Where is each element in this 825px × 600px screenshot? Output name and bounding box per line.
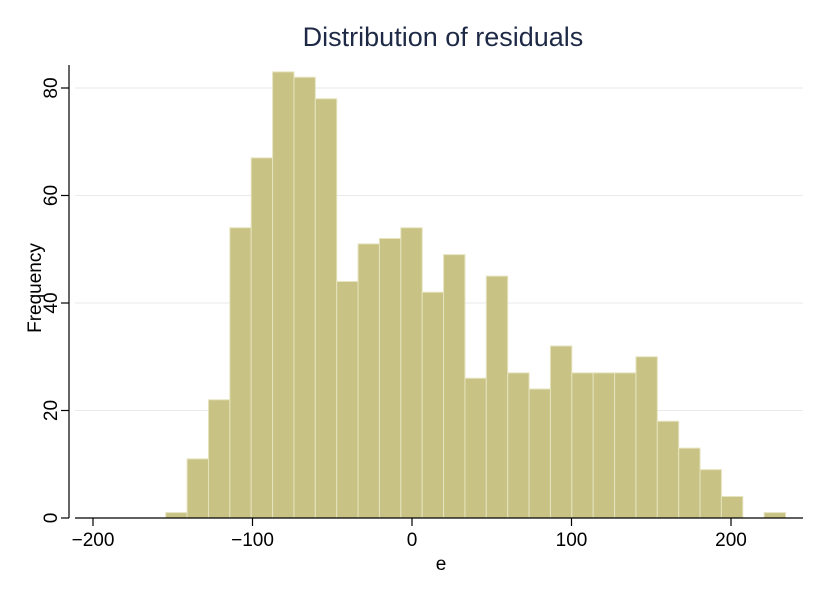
histogram-bar xyxy=(571,372,594,519)
y-tick-label: 40 xyxy=(41,292,62,313)
histogram-bar xyxy=(165,512,188,519)
x-tick-label: 200 xyxy=(715,530,747,551)
histogram-bar xyxy=(699,469,722,519)
histogram-bar xyxy=(635,356,658,519)
y-tick-label: 80 xyxy=(41,77,62,98)
histogram-bar xyxy=(592,372,616,519)
x-axis-ticks: −200 −100 0 100 200 xyxy=(72,518,747,551)
histogram-bar xyxy=(678,447,701,519)
histogram-bar xyxy=(421,291,445,519)
histogram-bar xyxy=(207,399,231,519)
histogram-bar xyxy=(614,372,637,519)
x-tick-label: −200 xyxy=(72,530,115,551)
histogram-bar xyxy=(250,157,274,519)
histogram-bar xyxy=(443,254,466,519)
histogram-bar xyxy=(763,512,787,519)
y-tick-label: 60 xyxy=(41,185,62,206)
histogram-bar xyxy=(528,388,551,519)
histogram-bar xyxy=(507,372,530,519)
histogram-bar xyxy=(357,243,380,519)
histogram-bar xyxy=(314,98,338,519)
histogram-bar xyxy=(378,238,402,519)
x-axis-label: e xyxy=(436,554,447,575)
histogram-bar xyxy=(464,377,487,519)
histogram-bar xyxy=(400,227,423,519)
y-axis-label: Frequency xyxy=(25,243,46,333)
x-tick-label: 0 xyxy=(407,530,418,551)
y-axis-ticks: 0 20 40 60 80 xyxy=(41,77,69,523)
chart-title: Distribution of residuals xyxy=(303,22,584,52)
histogram-bar xyxy=(229,227,252,519)
y-tick-label: 20 xyxy=(41,400,62,421)
histogram-bar xyxy=(656,420,680,519)
x-tick-label: 100 xyxy=(556,530,588,551)
axes xyxy=(68,65,803,519)
histogram-bar xyxy=(272,71,295,519)
histogram-bar xyxy=(186,458,209,519)
histogram-bar xyxy=(485,275,509,519)
histogram-bars xyxy=(165,71,787,519)
histogram-bar xyxy=(549,345,573,519)
x-tick-label: −100 xyxy=(231,530,274,551)
histogram-bar xyxy=(720,496,744,519)
histogram-bar xyxy=(293,76,316,519)
y-tick-label: 0 xyxy=(41,513,62,524)
histogram-bar xyxy=(336,281,359,519)
